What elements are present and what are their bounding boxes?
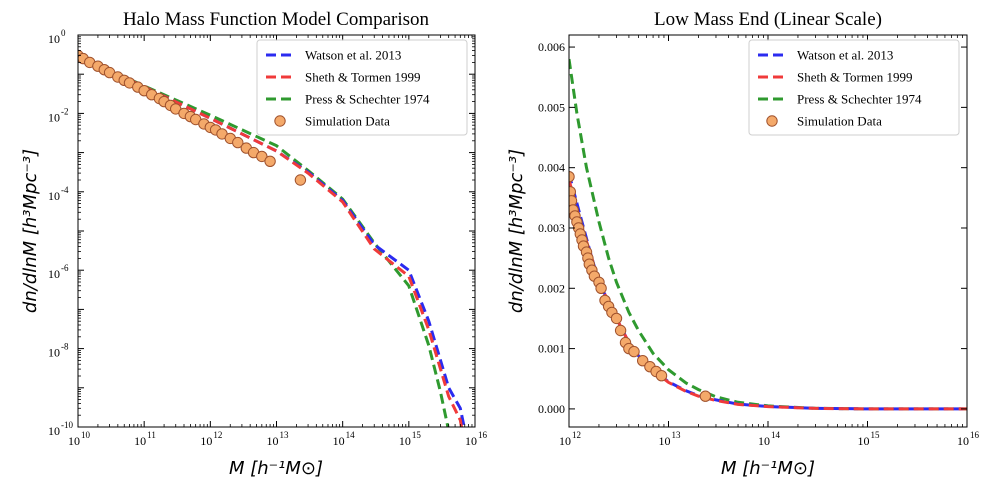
legend-entry-label: Watson et al. 2013: [305, 48, 401, 63]
x-tick-exponent: 14: [346, 430, 356, 440]
x-tick-exponent: 16: [478, 430, 488, 440]
x-tick-label: 10: [267, 434, 279, 448]
simulation-point: [294, 174, 307, 186]
series-line-sheth: [78, 54, 464, 427]
y-tick-label: 0.000: [538, 402, 565, 416]
simulation-point: [614, 324, 627, 337]
x-tick-exponent: 15: [412, 430, 422, 440]
x-tick-label: 10: [659, 434, 671, 448]
y-tick-label: 10: [48, 346, 60, 360]
legend-entry-label: Sheth & Tormen 1999: [797, 70, 912, 85]
simulation-point: [699, 390, 712, 402]
x-tick-exponent: 13: [672, 430, 682, 440]
legend-marker-swatch: [274, 115, 286, 127]
legend-entry-label: Press & Schechter 1974: [305, 92, 430, 107]
y-tick-exponent: -4: [61, 185, 69, 195]
y-tick-label: 0.001: [538, 342, 565, 356]
x-tick-label: 10: [758, 434, 770, 448]
series-line-press: [569, 58, 967, 411]
legend-box: [256, 39, 468, 136]
right-y-axis-label: dn/dlnM [h³Mpc⁻³]: [506, 149, 527, 313]
right-x-axis-label: M [h⁻¹M⊙]: [721, 458, 815, 479]
y-tick-label: 0.005: [538, 100, 565, 114]
x-tick-exponent: 13: [280, 430, 290, 440]
x-tick-label: 10: [399, 434, 411, 448]
left-chart-title: Halo Mass Function Model Comparison: [123, 9, 430, 30]
x-tick-label: 10: [134, 434, 146, 448]
y-tick-label: 0.004: [538, 161, 565, 175]
series-line-sheth: [569, 179, 967, 411]
y-tick-label: 10: [48, 32, 60, 46]
legend-entry-label: Simulation Data: [305, 114, 390, 129]
legend-entry-label: Simulation Data: [797, 114, 882, 129]
legend-entry-label: Press & Schechter 1974: [797, 92, 922, 107]
x-tick-exponent: 16: [970, 430, 980, 440]
simulation-point: [637, 355, 649, 367]
x-tick-exponent: 14: [771, 430, 781, 440]
x-tick-label: 10: [68, 434, 80, 448]
y-tick-label: 10: [48, 267, 60, 281]
left-legend: Watson et al. 2013 Sheth & Tormen 1999 Pre…: [256, 39, 468, 136]
left-x-axis-label: M [h⁻¹M⊙]: [229, 458, 323, 479]
y-tick-exponent: -6: [61, 263, 69, 273]
left-y-axis-label: dn/dlnM [h³Mpc⁻³]: [20, 149, 41, 313]
simulation-point: [256, 150, 268, 163]
x-tick-exponent: 12: [572, 430, 581, 440]
x-tick-label: 10: [858, 434, 870, 448]
y-tick-label: 0.003: [538, 221, 565, 235]
simulation-point: [595, 282, 607, 294]
legend-box: [748, 39, 960, 136]
simulation-point: [569, 171, 575, 183]
x-tick-exponent: 12: [213, 430, 222, 440]
y-tick-label: 0.002: [538, 281, 565, 295]
y-tick-exponent: -10: [61, 420, 73, 430]
simulation-point: [232, 136, 244, 149]
x-tick-label: 10: [957, 434, 969, 448]
x-tick-exponent: 11: [147, 430, 156, 440]
right-chart: Low Mass End (Linear Scale) 10 12 10 13 10 14…: [506, 9, 980, 479]
y-tick-label: 0.006: [538, 40, 565, 54]
simulation-point: [655, 370, 668, 382]
x-tick-label: 10: [559, 434, 571, 448]
y-tick-label: 10: [48, 189, 60, 203]
right-chart-title: Low Mass End (Linear Scale): [654, 9, 882, 30]
legend-marker-swatch: [766, 115, 778, 127]
legend-entry-label: Sheth & Tormen 1999: [305, 70, 420, 85]
y-tick-exponent: 0: [61, 28, 66, 38]
series-line-watson: [78, 54, 466, 427]
x-tick-label: 10: [200, 434, 212, 448]
simulation-point: [628, 345, 640, 358]
x-tick-exponent: 15: [871, 430, 881, 440]
y-tick-label: 10: [48, 424, 60, 438]
series-line-press: [78, 54, 450, 427]
simulation-point: [610, 312, 623, 325]
x-tick-label: 10: [465, 434, 477, 448]
x-tick-label: 10: [333, 434, 345, 448]
y-tick-exponent: -2: [61, 106, 69, 116]
series-line-watson: [569, 173, 967, 411]
left-chart: Halo Mass Function Model Comparison 10 10…: [20, 9, 488, 479]
simulation-point: [264, 155, 276, 168]
y-tick-label: 10: [48, 110, 60, 124]
legend-entry-label: Watson et al. 2013: [797, 48, 893, 63]
x-tick-exponent: 10: [81, 430, 91, 440]
right-legend: Watson et al. 2013 Sheth & Tormen 1999 Pre…: [748, 39, 960, 136]
y-tick-exponent: -8: [61, 342, 69, 352]
